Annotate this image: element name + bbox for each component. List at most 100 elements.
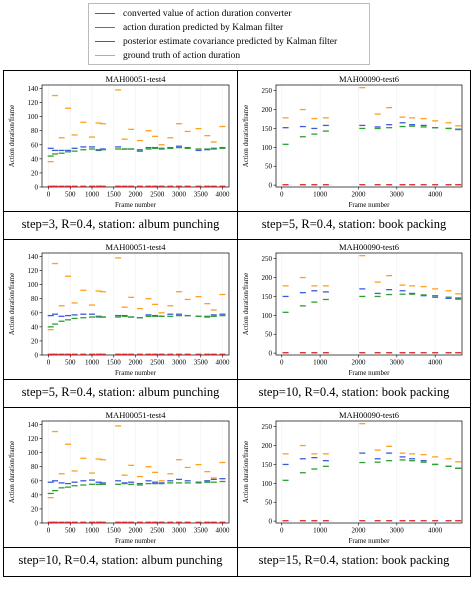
x-tick-label: 0 [280, 191, 284, 199]
grid-divider [4, 407, 470, 408]
x-tick-label: 2000 [129, 527, 144, 535]
x-axis-label: Frame number [115, 201, 157, 209]
caption: step=15, R=0.4, station: book packing [258, 553, 450, 567]
chart-title: MAH00090-test6 [339, 242, 399, 252]
x-tick-label: 1000 [85, 359, 100, 367]
chart-panel: MAH00090-test6 0 1000 2000 3000 4000 0 50 100 150… [242, 410, 463, 545]
plot-area [275, 420, 463, 524]
chart-panel: MAH00051-test4 0 500 1000 1500 2000 2500 3000 35… [8, 242, 230, 377]
grid-divider [237, 71, 238, 576]
y-tick-label: 120 [28, 267, 39, 275]
y-tick-label: 140 [28, 253, 39, 261]
legend-item: converted value of action duration conve… [95, 7, 292, 21]
plot-area [275, 252, 463, 356]
x-tick-label: 1000 [85, 191, 100, 199]
x-tick-label: 0 [47, 527, 51, 535]
x-tick-label: 500 [65, 359, 76, 367]
chart-panel: MAH00090-test6 0 1000 2000 3000 4000 0 50 100 150… [242, 242, 463, 377]
chart-title: MAH00051-test4 [106, 74, 167, 84]
x-tick-label: 3500 [194, 527, 209, 535]
x-tick-label: 4000 [215, 191, 230, 199]
x-tick-label: 3500 [194, 359, 209, 367]
grid-divider [4, 239, 470, 240]
y-tick-label: 250 [262, 423, 273, 431]
x-tick-label: 4000 [428, 191, 443, 199]
x-tick-label: 1500 [107, 191, 122, 199]
x-tick-label: 0 [280, 359, 284, 367]
x-tick-label: 2500 [150, 359, 165, 367]
y-tick-label: 100 [262, 144, 273, 152]
y-tick-label: 60 [31, 141, 39, 149]
chart-title: MAH00051-test4 [106, 242, 167, 252]
x-tick-label: 1500 [107, 359, 122, 367]
x-tick-label: 1000 [313, 527, 328, 535]
caption: step=5, R=0.4, station: book packing [261, 217, 447, 231]
legend-swatch [95, 55, 115, 57]
x-tick-label: 2000 [351, 359, 366, 367]
y-tick-label: 40 [31, 323, 39, 331]
y-tick-label: 50 [265, 331, 273, 339]
y-tick-label: 20 [31, 337, 39, 345]
x-tick-label: 3000 [172, 527, 187, 535]
x-tick-label: 1000 [313, 359, 328, 367]
x-axis-label: Frame number [348, 537, 390, 545]
y-tick-label: 20 [31, 169, 39, 177]
x-tick-label: 2000 [351, 527, 366, 535]
y-tick-label: 140 [28, 85, 39, 93]
x-tick-label: 1000 [313, 191, 328, 199]
y-tick-label: 200 [262, 106, 273, 114]
x-tick-label: 2500 [150, 527, 165, 535]
x-tick-label: 2000 [129, 359, 144, 367]
y-tick-label: 150 [262, 125, 273, 133]
x-tick-label: 4000 [215, 359, 230, 367]
x-tick-label: 3000 [390, 191, 405, 199]
x-tick-label: 0 [47, 359, 51, 367]
y-tick-label: 100 [262, 312, 273, 320]
grid-divider [4, 379, 470, 380]
y-tick-label: 120 [28, 99, 39, 107]
y-tick-label: 0 [35, 520, 39, 528]
y-tick-label: 40 [31, 155, 39, 163]
legend-label: action duration predicted by Kalman filt… [123, 23, 284, 33]
caption: step=10, R=0.4, station: book packing [258, 385, 450, 399]
y-axis-label: Action duration/frame [8, 441, 16, 503]
y-tick-label: 200 [262, 442, 273, 450]
y-axis-label: Action duration/frame [242, 105, 250, 167]
y-tick-label: 150 [262, 293, 273, 301]
caption: step=10, R=0.4, station: album punching [18, 553, 223, 567]
y-axis-label: Action duration/frame [8, 105, 16, 167]
caption: step=5, R=0.4, station: album punching [21, 385, 220, 399]
y-tick-label: 0 [35, 184, 39, 192]
legend-swatch [95, 41, 115, 43]
chart-title: MAH00090-test6 [339, 410, 399, 420]
y-tick-label: 50 [265, 499, 273, 507]
x-tick-label: 3500 [194, 191, 209, 199]
x-tick-label: 1000 [85, 527, 100, 535]
y-axis-label: Action duration/frame [242, 441, 250, 503]
y-axis-label: Action duration/frame [242, 273, 250, 335]
caption: step=3, R=0.4, station: album punching [21, 217, 220, 231]
y-tick-label: 0 [269, 350, 273, 358]
legend-swatch [95, 13, 115, 15]
legend-label: ground truth of action duration [123, 51, 241, 61]
y-tick-label: 120 [28, 435, 39, 443]
x-tick-label: 4000 [215, 527, 230, 535]
y-tick-label: 80 [31, 463, 39, 471]
x-tick-label: 2000 [129, 191, 144, 199]
x-tick-label: 0 [280, 527, 284, 535]
legend-item: posterior estimate covariance predicted … [95, 35, 337, 49]
x-tick-label: 1500 [107, 527, 122, 535]
legend-item: action duration predicted by Kalman filt… [95, 21, 283, 35]
y-tick-label: 0 [269, 518, 273, 526]
figure-grid: step=3, R=0.4, station: album punching s… [3, 70, 471, 577]
y-tick-label: 20 [31, 505, 39, 513]
x-tick-label: 3000 [172, 359, 187, 367]
y-tick-label: 0 [269, 182, 273, 190]
x-axis-label: Frame number [348, 369, 390, 377]
x-tick-label: 500 [65, 191, 76, 199]
y-tick-label: 0 [35, 352, 39, 360]
x-tick-label: 2500 [150, 191, 165, 199]
x-tick-label: 4000 [428, 527, 443, 535]
